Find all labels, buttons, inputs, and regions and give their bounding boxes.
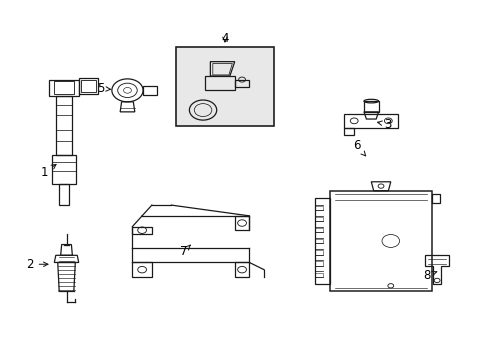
Bar: [315, 273, 322, 277]
Bar: [315, 228, 322, 232]
Text: 3: 3: [377, 118, 391, 131]
Text: 7: 7: [180, 245, 190, 258]
Bar: [329, 191, 431, 291]
Text: 2: 2: [26, 258, 48, 271]
Bar: [315, 217, 322, 221]
Bar: [315, 250, 322, 255]
Bar: [315, 239, 322, 243]
Bar: [315, 198, 329, 284]
Bar: [176, 47, 273, 126]
Text: 6: 6: [352, 139, 365, 156]
Bar: [315, 206, 322, 210]
Text: 1: 1: [41, 165, 56, 179]
Text: 4: 4: [221, 32, 228, 45]
Bar: [315, 261, 322, 266]
Text: 8: 8: [423, 269, 436, 282]
Text: 5: 5: [97, 82, 110, 95]
